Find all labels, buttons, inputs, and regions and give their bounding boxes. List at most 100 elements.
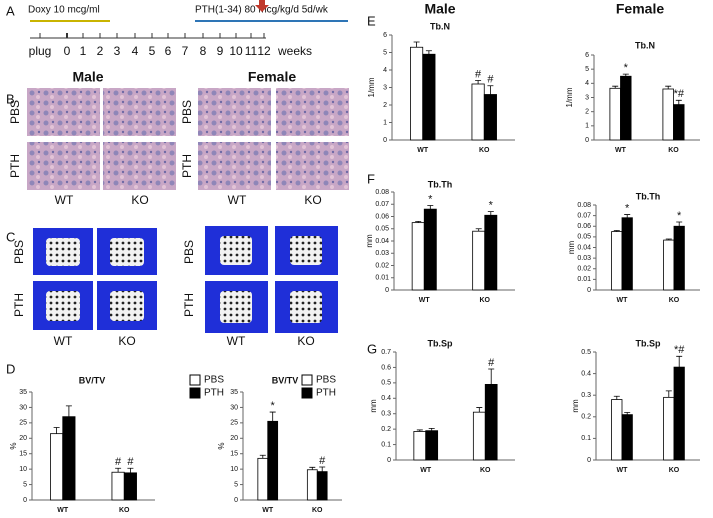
row-label: PTH bbox=[8, 154, 22, 178]
y-tick-label: 4 bbox=[585, 80, 589, 87]
bar bbox=[673, 104, 685, 141]
legend-label: PBS bbox=[204, 375, 224, 386]
chart-title: Tb.Sp bbox=[636, 338, 661, 348]
y-tick-label: 15 bbox=[19, 451, 27, 458]
y-tick-label: 0.4 bbox=[581, 370, 591, 377]
panel-label: D bbox=[6, 361, 15, 376]
y-tick-label: 0.2 bbox=[381, 426, 391, 433]
chart-title: Tb.Th bbox=[636, 191, 661, 201]
y-tick-label: 0.1 bbox=[381, 441, 391, 448]
timeline-label: 12 bbox=[257, 44, 271, 58]
timeline-unit: weeks bbox=[277, 44, 312, 58]
y-tick-label: 0 bbox=[587, 287, 591, 294]
legend-swatch bbox=[301, 387, 313, 399]
error-bar bbox=[624, 412, 631, 415]
bar bbox=[316, 471, 328, 501]
error-bar bbox=[622, 73, 629, 77]
x-tick-label: KO bbox=[119, 507, 130, 514]
chart: Tb.N 1/mm 0 1 2 3 4 5 6 WT * KO *# bbox=[565, 40, 700, 154]
y-tick-label: 0.3 bbox=[581, 392, 591, 399]
bar bbox=[673, 366, 685, 461]
bar bbox=[425, 430, 439, 461]
doxy-label: Doxy 10 mcg/ml bbox=[28, 5, 100, 16]
y-tick-label: 3 bbox=[383, 84, 387, 91]
y-tick-label: 5 bbox=[383, 49, 387, 56]
y-tick-label: 0.6 bbox=[381, 364, 391, 371]
timeline-label: 4 bbox=[132, 44, 139, 58]
col-label: WT bbox=[55, 193, 74, 207]
bar bbox=[410, 46, 424, 141]
y-tick-label: 0 bbox=[23, 497, 27, 504]
y-tick-label: 25 bbox=[19, 420, 27, 427]
y-tick-label: 0.5 bbox=[581, 349, 591, 356]
x-tick-label: WT bbox=[57, 507, 69, 514]
error-bar bbox=[665, 85, 672, 89]
chart: Tb.N 1/mm 0 1 2 3 4 5 6 WT KO # # bbox=[367, 21, 515, 154]
y-tick-label: 0.4 bbox=[381, 395, 391, 402]
bar bbox=[484, 214, 498, 291]
timeline-label: 8 bbox=[200, 44, 207, 58]
x-tick-label: KO bbox=[668, 147, 679, 154]
bar bbox=[484, 383, 498, 461]
y-tick-label: 0.3 bbox=[381, 411, 391, 418]
y-tick-label: 5 bbox=[23, 481, 27, 488]
error-bar bbox=[675, 99, 682, 105]
error-bar bbox=[65, 405, 72, 417]
chart: Tb.Th mm 0 0.01 0.02 0.03 0.04 0.05 0.06 0.07 0.08… bbox=[365, 179, 515, 304]
error-bar bbox=[416, 429, 423, 432]
timeline-ticks: plug 0 1 2 3 4 5 6 7 8 9 10 11 12 weeks bbox=[29, 33, 312, 58]
y-tick-label: 0.01 bbox=[375, 275, 389, 282]
group-header: Male bbox=[424, 1, 455, 17]
significance-label: * bbox=[489, 200, 494, 212]
panel-label: F bbox=[367, 171, 375, 186]
y-tick-label: 5 bbox=[585, 66, 589, 73]
col-label: WT bbox=[228, 193, 247, 207]
error-bar bbox=[476, 407, 483, 413]
panel-label: A bbox=[6, 3, 15, 18]
row-label: PBS bbox=[182, 240, 196, 264]
y-tick-label: 0.06 bbox=[375, 213, 389, 220]
significance-label: # bbox=[487, 74, 494, 86]
y-tick-label: 0 bbox=[387, 457, 391, 464]
error-bar bbox=[624, 214, 631, 218]
bar bbox=[609, 87, 621, 141]
y-tick-label: 2 bbox=[383, 102, 387, 109]
significance-label: # bbox=[319, 455, 326, 467]
y-tick-label: 0.03 bbox=[375, 250, 389, 257]
significance-label: * bbox=[428, 193, 433, 205]
chart-title: Tb.N bbox=[635, 40, 655, 50]
timeline-label: 2 bbox=[97, 44, 104, 58]
error-bar bbox=[115, 467, 122, 473]
histology-images bbox=[27, 88, 349, 190]
y-tick-label: 0.08 bbox=[375, 189, 389, 196]
bar bbox=[413, 431, 427, 461]
y-tick-label: 0.04 bbox=[577, 244, 591, 251]
panel-label: C bbox=[6, 229, 15, 244]
error-bar bbox=[487, 85, 494, 95]
y-tick-label: 30 bbox=[19, 404, 27, 411]
y-tick-label: 35 bbox=[19, 389, 27, 396]
x-tick-label: WT bbox=[420, 467, 432, 474]
col-label: WT bbox=[227, 334, 246, 348]
image bbox=[103, 88, 176, 136]
bar bbox=[62, 416, 76, 501]
y-tick-label: 0.08 bbox=[577, 202, 591, 209]
bar bbox=[422, 53, 436, 141]
col-label: KO bbox=[297, 334, 314, 348]
error-bar bbox=[428, 427, 435, 431]
arrow bbox=[255, 0, 269, 12]
y-tick-label: 6 bbox=[585, 52, 589, 59]
timeline-label: 7 bbox=[182, 44, 189, 58]
y-tick-label: 0.01 bbox=[577, 276, 591, 283]
y-axis-label: mm bbox=[571, 399, 580, 413]
chart: BV/TV% 0 5 10 15 20 25 30 35 WT KO # # PBS PTH bbox=[9, 374, 224, 514]
x-tick-label: WT bbox=[262, 507, 274, 514]
timeline-label: 1 bbox=[80, 44, 87, 58]
col-label: KO bbox=[131, 193, 148, 207]
image bbox=[27, 88, 100, 136]
error-bar bbox=[127, 467, 134, 473]
x-tick-label: KO bbox=[480, 467, 491, 474]
bar bbox=[472, 230, 486, 291]
col-label: KO bbox=[304, 193, 321, 207]
panel-label: E bbox=[367, 13, 376, 28]
